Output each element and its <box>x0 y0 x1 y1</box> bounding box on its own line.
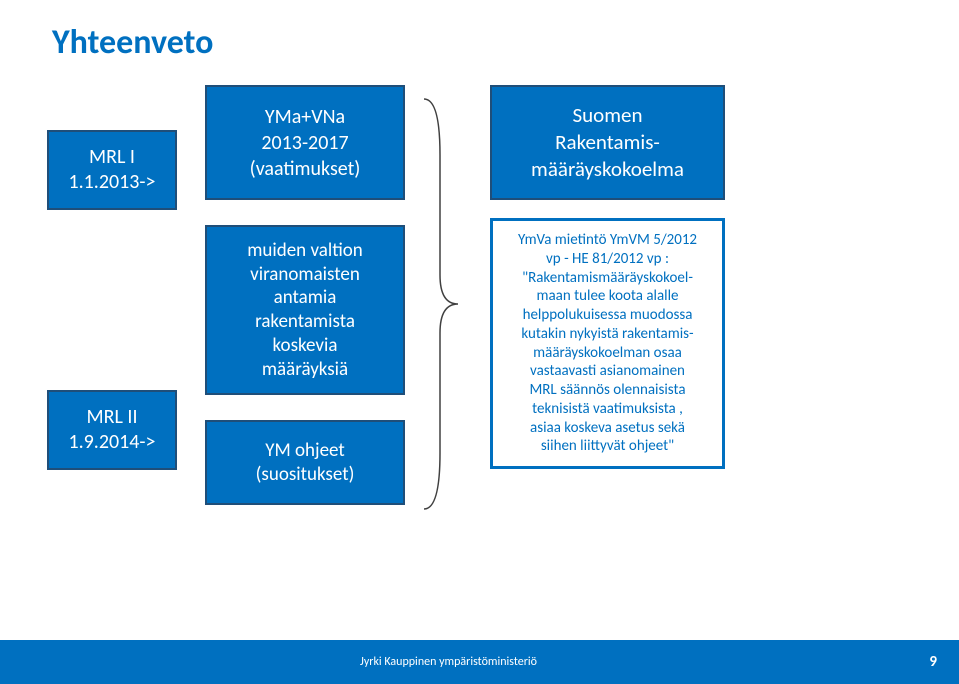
mrl1-line1: MRL I <box>89 145 135 170</box>
quote-l6: kutakin nykyistä rakentamis- <box>503 325 712 344</box>
footer-author: Jyrki Kauppinen ympäristöministeriö <box>360 655 537 669</box>
mrl2-line1: MRL II <box>87 405 138 430</box>
quote-l4: maan tulee koota alalle <box>503 287 712 306</box>
ymohjeet-l1: YM ohjeet <box>265 439 345 463</box>
box-quote: YmVa mietintö YmVM 5/2012 vp - HE 81/201… <box>490 218 725 469</box>
suomen-l3: määräyskokoelma <box>531 156 684 183</box>
middle-column: YMa+VNa 2013-2017 (vaatimukset) muiden v… <box>205 85 405 505</box>
box-suomen-rakentamis: Suomen Rakentamis- määräyskokoelma <box>490 85 725 200</box>
box-muiden-valtion: muiden valtion viranomaisten antamia rak… <box>205 225 405 395</box>
right-column: Suomen Rakentamis- määräyskokoelma YmVa … <box>490 85 725 469</box>
quote-l10: teknisistä vaatimuksista , <box>503 400 712 419</box>
muiden-l1: muiden valtion <box>247 239 363 263</box>
box-mrl-i: MRL I 1.1.2013-> <box>47 130 177 210</box>
ymohjeet-l2: (suositukset) <box>256 463 355 487</box>
quote-l11: asiaa koskeva asetus sekä <box>503 419 712 438</box>
suomen-l2: Rakentamis- <box>555 129 660 156</box>
left-column: MRL I 1.1.2013-> MRL II 1.9.2014-> <box>47 130 177 470</box>
suomen-l1: Suomen <box>572 102 642 129</box>
quote-l12: siihen liittyvät ohjeet" <box>503 437 712 456</box>
box-mrl-ii: MRL II 1.9.2014-> <box>47 390 177 470</box>
yma-l3: (vaatimukset) <box>250 156 361 182</box>
muiden-l5: koskevia <box>273 334 338 358</box>
quote-l3: "Rakentamismääräyskokoel- <box>503 269 712 288</box>
quote-l8: vastaavasti asianomainen <box>503 362 712 381</box>
curly-bracket-icon <box>418 95 464 513</box>
box-ym-ohjeet: YM ohjeet (suositukset) <box>205 420 405 505</box>
muiden-l6: määräyksiä <box>262 358 348 382</box>
quote-l7: määräyskokoelman osaa <box>503 344 712 363</box>
footer-page-number: 9 <box>929 653 937 671</box>
quote-l2: vp - HE 81/2012 vp : <box>503 250 712 269</box>
quote-l9: MRL säännös olennaisista <box>503 381 712 400</box>
footer-bar: Jyrki Kauppinen ympäristöministeriö 9 <box>0 640 959 684</box>
yma-l1: YMa+VNa <box>265 104 345 130</box>
muiden-l4: rakentamista <box>255 310 355 334</box>
box-yma-vna: YMa+VNa 2013-2017 (vaatimukset) <box>205 85 405 200</box>
muiden-l2: viranomaisten <box>250 263 360 287</box>
slide-title: Yhteenveto <box>52 22 213 63</box>
quote-l1: YmVa mietintö YmVM 5/2012 <box>503 231 712 250</box>
mrl1-line2: 1.1.2013-> <box>68 170 155 195</box>
mrl2-line2: 1.9.2014-> <box>68 430 155 455</box>
quote-l5: helppolukuisessa muodossa <box>503 306 712 325</box>
yma-l2: 2013-2017 <box>261 130 348 156</box>
muiden-l3: antamia <box>274 286 337 310</box>
